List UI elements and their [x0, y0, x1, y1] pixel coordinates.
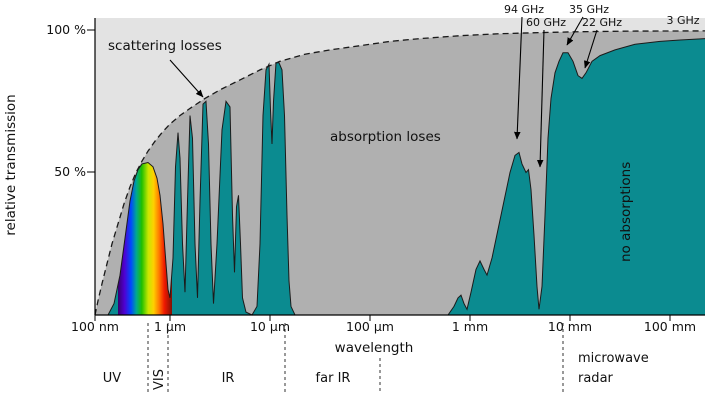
scattering-losses-label: scattering losses [108, 38, 222, 54]
arrow-22ghz [584, 29, 598, 69]
x-tick-label-100um: 100 µm [346, 319, 394, 334]
arrow-35ghz [566, 16, 584, 46]
y-tick-label-100: 100 % [46, 22, 86, 37]
x-tick-label-10um: 10 µm [250, 319, 290, 334]
band-label-ir: IR [222, 371, 235, 386]
freq-label-22ghz: 22 GHz [582, 16, 622, 29]
absorption-losses-label: absorption loses [330, 129, 441, 145]
no-absorptions-label: no absorptions [618, 162, 634, 262]
band-label-vis: VIS [152, 369, 167, 390]
freq-label-35ghz: 35 GHz [569, 3, 609, 16]
x-axis-title: wavelength [335, 340, 414, 356]
band-label-uv: UV [103, 371, 122, 386]
freq-label-94ghz: 94 GHz [504, 3, 544, 16]
x-tick-label-100mm: 100 mm [644, 319, 696, 334]
transmission-curve-outline [95, 38, 706, 316]
freq-label-60ghz: 60 GHz [526, 16, 566, 29]
x-tick-label-10mm: 10 mm [548, 319, 592, 334]
arrow-60ghz [536, 29, 545, 168]
arrow-94ghz [513, 16, 523, 140]
transmission-windows-area [95, 38, 705, 315]
band-label-farir: far IR [316, 371, 351, 386]
x-tick-label-1um: 1 µm [154, 319, 186, 334]
scattering-arrow [169, 59, 204, 98]
axes [87, 18, 705, 321]
freq-label-3ghz: 3 GHz [666, 14, 699, 27]
x-tick-label-1mm: 1 mm [452, 319, 488, 334]
y-tick-label-50: 50 % [54, 164, 86, 179]
band-label-radar: radar [578, 371, 614, 386]
x-tick-label-100nm: 100 nm [71, 319, 119, 334]
scattering-envelope-dashed-curve [94, 30, 706, 316]
band-label-microwave: microwave [578, 351, 649, 366]
y-axis-title: relative transmission [3, 94, 19, 235]
